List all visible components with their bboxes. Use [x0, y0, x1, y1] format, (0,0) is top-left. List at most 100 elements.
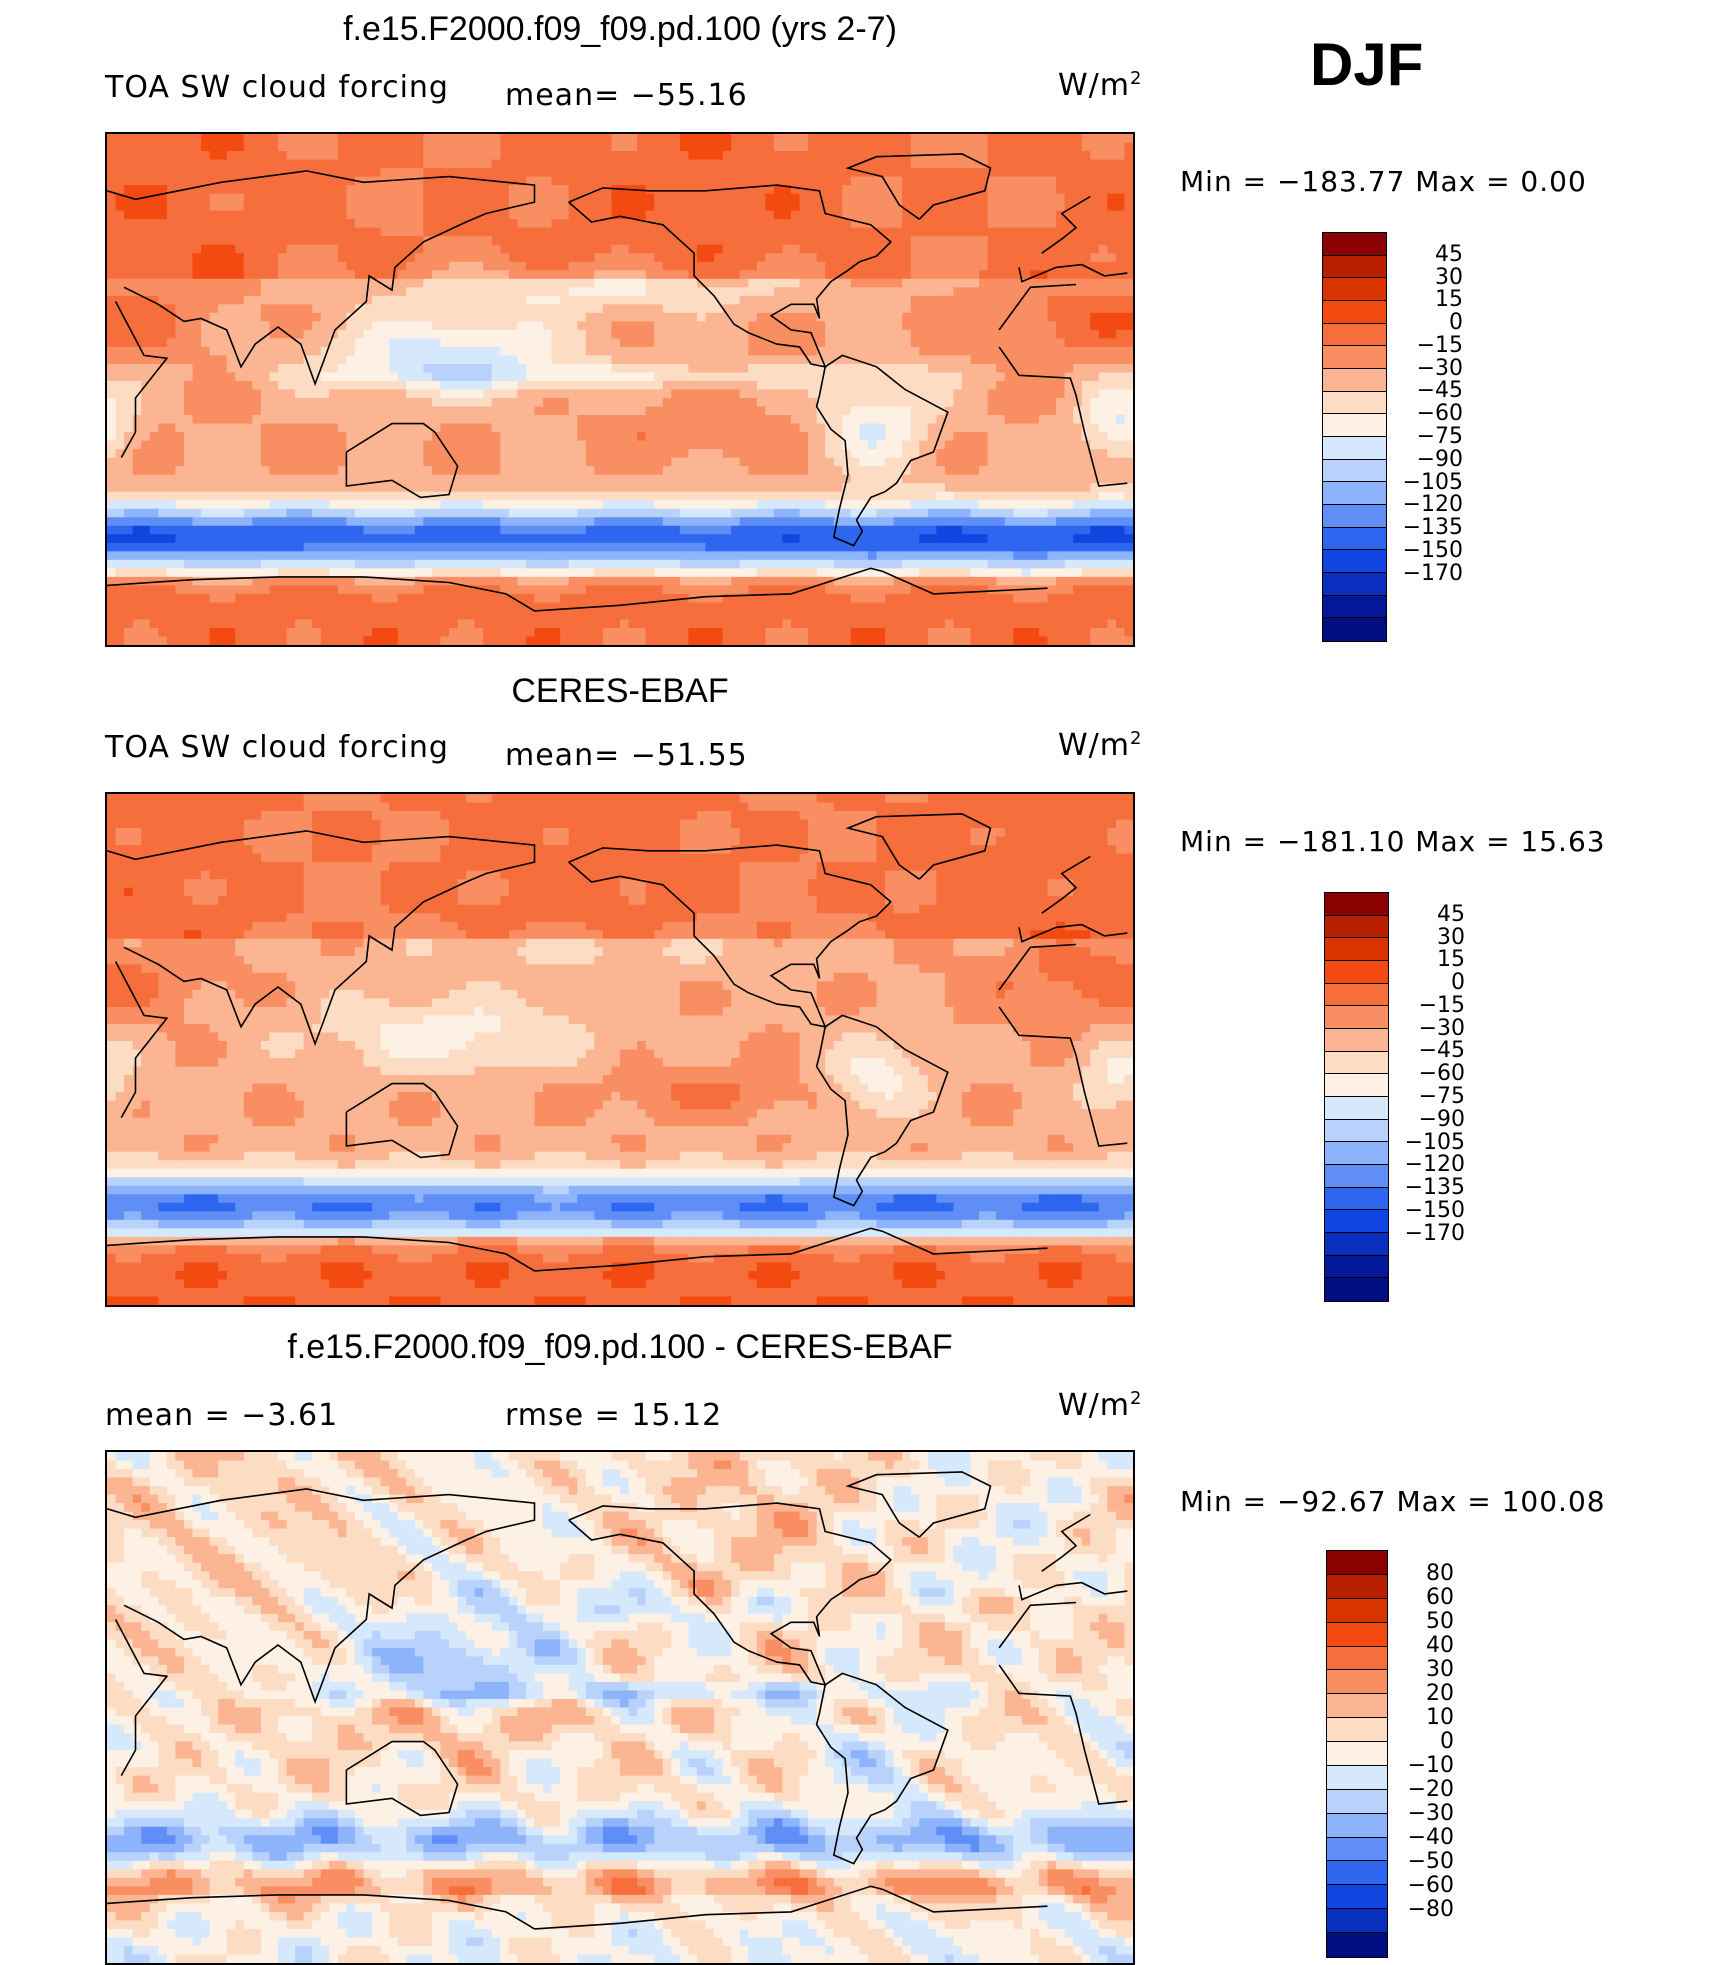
- field-cell: [911, 355, 920, 364]
- field-cell: [381, 330, 390, 339]
- field-cell: [680, 330, 689, 339]
- field-cell: [953, 160, 962, 169]
- field-cell: [1116, 245, 1125, 254]
- field-cell: [193, 160, 202, 169]
- field-cell: [517, 296, 526, 305]
- field-cell: [158, 381, 167, 390]
- field-cell: [500, 270, 509, 279]
- field-cell: [680, 253, 689, 262]
- field-cell: [355, 330, 364, 339]
- field-cell: [928, 330, 937, 339]
- field-cell: [406, 304, 415, 313]
- field-cell: [295, 424, 304, 433]
- field-cell: [851, 407, 860, 416]
- field-cell: [1005, 134, 1014, 143]
- field-cell: [859, 134, 868, 143]
- field-cell: [714, 355, 723, 364]
- field-cell: [637, 236, 646, 245]
- field-cell: [432, 441, 441, 450]
- field-cell: [620, 441, 629, 450]
- field-cell: [808, 194, 817, 203]
- field-cell: [1082, 296, 1091, 305]
- field-cell: [1030, 321, 1039, 330]
- field-cell: [175, 262, 184, 271]
- field-cell: [141, 185, 150, 194]
- field-cell: [406, 262, 415, 271]
- field-cell: [919, 134, 928, 143]
- field-cell: [552, 372, 561, 381]
- field-cell: [774, 194, 783, 203]
- field-cell: [928, 270, 937, 279]
- field-cell: [697, 262, 706, 271]
- field-cell: [1090, 304, 1099, 313]
- field-cell: [603, 270, 612, 279]
- field-cell: [543, 321, 552, 330]
- field-cell: [919, 296, 928, 305]
- field-cell: [346, 202, 355, 211]
- field-cell: [193, 219, 202, 228]
- field-cell: [740, 381, 749, 390]
- field-cell: [321, 219, 330, 228]
- field-cell: [834, 185, 843, 194]
- field-cell: [210, 236, 219, 245]
- field-cell: [1073, 279, 1082, 288]
- field-cell: [971, 321, 980, 330]
- field-cell: [603, 134, 612, 143]
- field-cell: [295, 151, 304, 160]
- field-cell: [1030, 390, 1039, 399]
- field-cell: [355, 398, 364, 407]
- field-cell: [526, 160, 535, 169]
- field-cell: [1065, 321, 1074, 330]
- field-cell: [175, 432, 184, 441]
- field-cell: [124, 219, 133, 228]
- field-cell: [988, 372, 997, 381]
- field-cell: [517, 441, 526, 450]
- field-cell: [714, 449, 723, 458]
- field-cell: [526, 355, 535, 364]
- field-cell: [706, 432, 715, 441]
- field-cell: [1107, 407, 1116, 416]
- field-cell: [731, 194, 740, 203]
- field-cell: [372, 168, 381, 177]
- field-cell: [1030, 304, 1039, 313]
- field-cell: [800, 160, 809, 169]
- field-cell: [492, 219, 501, 228]
- field-cell: [603, 177, 612, 186]
- field-cell: [774, 372, 783, 381]
- field-cell: [415, 219, 424, 228]
- field-cell: [902, 364, 911, 373]
- field-cell: [458, 313, 467, 322]
- field-cell: [979, 194, 988, 203]
- field-cell: [432, 151, 441, 160]
- field-cell: [842, 415, 851, 424]
- field-cell: [1022, 202, 1031, 211]
- field-cell: [175, 296, 184, 305]
- field-cell: [466, 338, 475, 347]
- field-cell: [637, 168, 646, 177]
- field-cell: [706, 211, 715, 220]
- field-cell: [440, 381, 449, 390]
- field-cell: [193, 483, 202, 492]
- field-cell: [210, 279, 219, 288]
- field-cell: [757, 143, 766, 152]
- field-cell: [193, 245, 202, 254]
- field-cell: [346, 228, 355, 237]
- field-cell: [945, 236, 954, 245]
- field-cell: [1048, 211, 1057, 220]
- field-cell: [800, 262, 809, 271]
- field-cell: [150, 177, 159, 186]
- field-cell: [269, 143, 278, 152]
- field-cell: [261, 475, 270, 484]
- field-cell: [791, 228, 800, 237]
- field-cell: [894, 458, 903, 467]
- field-cell: [620, 466, 629, 475]
- field-cell: [150, 390, 159, 399]
- field-cell: [1107, 228, 1116, 237]
- field-cell: [1082, 355, 1091, 364]
- field-cell: [936, 347, 945, 356]
- field-cell: [432, 211, 441, 220]
- field-cell: [116, 483, 125, 492]
- field-cell: [988, 313, 997, 322]
- field-cell: [304, 390, 313, 399]
- field-cell: [466, 415, 475, 424]
